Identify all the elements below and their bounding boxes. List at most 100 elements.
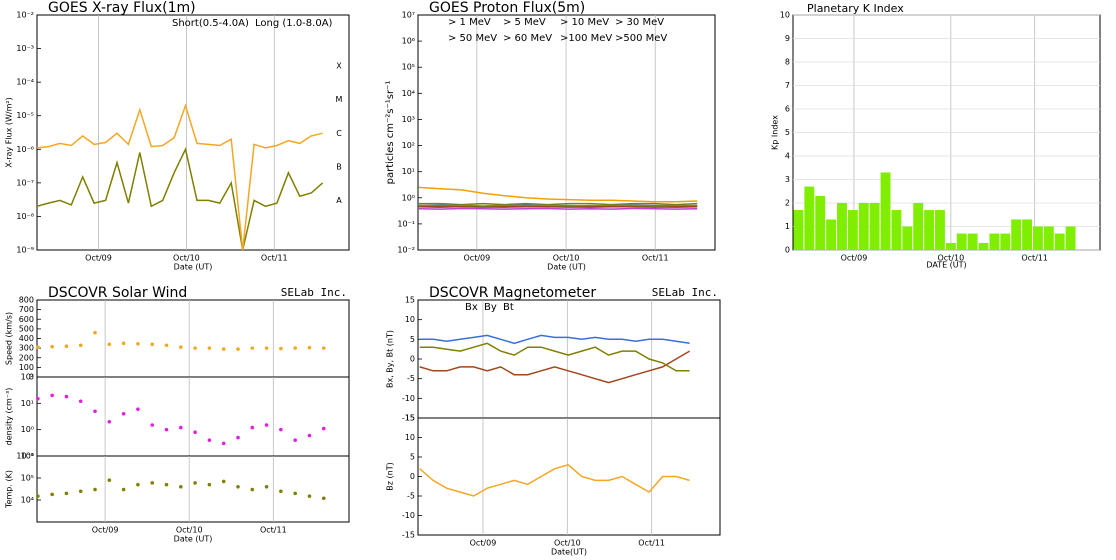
y-tick-label: 400 (19, 334, 34, 343)
point (236, 435, 240, 440)
point (164, 343, 169, 348)
chart-title: Planetary K Index (807, 2, 904, 15)
x-tick-label: Oct/09 (470, 539, 497, 548)
point (78, 399, 83, 404)
y-tick-label: 4 (785, 152, 790, 161)
y-tick-label: 10 (405, 315, 415, 324)
y-tick-label: 10³ (402, 115, 415, 124)
bar (924, 210, 935, 250)
legend-entry: Bx (465, 302, 478, 313)
y-tick-label: 3 (785, 175, 790, 184)
y-tick-label: -5 (407, 492, 415, 501)
y-axis-label: Bx, By, Bt (nT) (386, 330, 395, 388)
y-tick-label: 10² (402, 141, 415, 150)
credit: SELab Inc. (281, 286, 347, 299)
legend-entry: By (484, 302, 497, 313)
point (107, 419, 112, 424)
point (136, 407, 140, 411)
point (207, 482, 212, 487)
y-tick-label: -10 (402, 394, 415, 403)
y-tick-label: 100 (19, 363, 34, 372)
point (207, 346, 212, 350)
y-tick-label: 800 (19, 296, 34, 305)
point (221, 347, 226, 351)
x-tick-label: Oct/11 (1021, 254, 1048, 263)
point (150, 423, 155, 427)
legend-entry: >500 MeV (615, 33, 667, 44)
point (36, 494, 40, 498)
x-tick-label: Oct/11 (260, 526, 287, 535)
bar (804, 186, 815, 250)
point (78, 343, 83, 348)
y-tick-label: 10⁻¹ (16, 452, 34, 461)
point (64, 344, 69, 349)
point (93, 330, 97, 335)
y-tick-label: 10¹ (402, 167, 415, 176)
x-tick-label: Oct/09 (841, 254, 868, 263)
legend-entry: Long (1.0-8.0A) (255, 18, 333, 29)
y-axis-label: density (cm⁻³) (5, 388, 14, 446)
y-axis-label: Bz (nT) (386, 462, 395, 490)
y-tick-label: -5 (407, 374, 415, 383)
legend-entry: > 1 MeV (448, 17, 491, 28)
class-label: A (336, 196, 342, 205)
chart-title: GOES X-ray Flux(1m) (48, 0, 196, 16)
point (193, 430, 197, 435)
y-tick-label: 10⁰ (402, 193, 415, 202)
series-line (418, 186, 698, 203)
bar (815, 195, 826, 250)
point (279, 489, 283, 494)
legend-entry: > 5 MeV (503, 17, 546, 28)
y-tick-label: 10⁴ (21, 496, 34, 505)
point (321, 496, 326, 501)
point (179, 345, 183, 349)
point (279, 346, 283, 351)
point (236, 347, 240, 351)
y-tick-label: 10⁻¹ (397, 219, 415, 228)
y-tick-label: 10⁵ (402, 63, 415, 72)
bar (891, 210, 902, 250)
y-tick-label: 10⁵ (21, 474, 34, 483)
y-tick-label: 10⁻⁴ (16, 78, 34, 87)
bar (1054, 233, 1065, 250)
bar (1065, 226, 1076, 250)
y-tick-label: 10⁻² (397, 246, 415, 255)
bar (967, 233, 978, 250)
y-tick-label: 0 (410, 355, 415, 364)
point (179, 425, 183, 430)
point (321, 426, 326, 431)
y-tick-label: 10⁴ (402, 89, 415, 98)
credit: SELab Inc. (652, 286, 718, 299)
point (121, 487, 126, 492)
y-axis-label: Kp Index (771, 115, 780, 150)
point (193, 481, 197, 485)
y-tick-label: 10 (405, 433, 415, 442)
y-tick-label: 1 (785, 222, 790, 231)
bar (1011, 219, 1022, 250)
y-tick-label: -15 (402, 414, 415, 423)
series-line (418, 202, 698, 206)
y-tick-label: 10⁰ (21, 425, 34, 434)
y-tick-label: 700 (19, 305, 34, 314)
point (293, 438, 297, 442)
x-axis-label: Date (UT) (547, 263, 586, 272)
y-tick-label: 7 (785, 81, 790, 90)
y-tick-label: -10 (402, 511, 415, 520)
point (193, 346, 197, 350)
x-tick-label: Oct/10 (173, 254, 200, 263)
point (264, 484, 269, 489)
point (164, 427, 169, 432)
y-tick-label: 10¹ (21, 399, 34, 408)
plot-area (36, 455, 350, 523)
point (307, 345, 312, 350)
point (64, 491, 69, 496)
point (221, 479, 226, 484)
x-axis-label: Date (UT) (174, 535, 213, 544)
point (107, 342, 112, 347)
x-tick-label: Oct/09 (464, 254, 491, 263)
point (121, 341, 126, 346)
y-tick-label: 0 (29, 373, 34, 382)
legend-entry: Bt (503, 302, 514, 313)
y-tick-label: 2 (785, 199, 790, 208)
series-line (36, 147, 324, 251)
